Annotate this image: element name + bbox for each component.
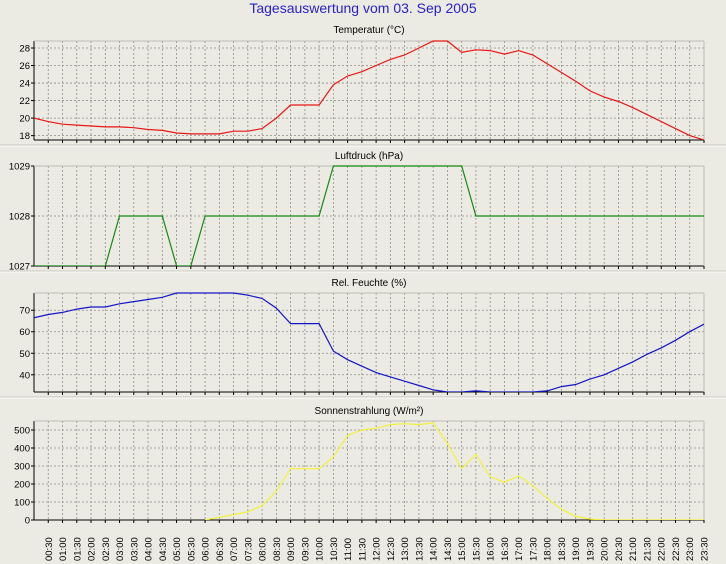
y-tick-label: 28 xyxy=(19,44,30,55)
panel-title: Rel. Feuchte (%) xyxy=(331,278,406,289)
x-tick-label: 07:00 xyxy=(229,537,240,561)
x-tick-label: 09:00 xyxy=(286,537,297,561)
x-tick-label: 05:30 xyxy=(186,537,197,561)
x-tick-label: 22:30 xyxy=(671,537,682,561)
y-tick-label: 100 xyxy=(14,498,30,509)
x-tick-label: 09:30 xyxy=(300,537,311,561)
x-tick-label: 16:00 xyxy=(486,537,497,561)
y-tick-label: 70 xyxy=(19,306,30,317)
x-tick-label: 02:30 xyxy=(101,537,112,561)
y-tick-label: 50 xyxy=(19,349,30,360)
x-tick-label: 18:00 xyxy=(543,537,554,561)
plot-area-1 xyxy=(34,41,704,140)
x-tick-label: 04:30 xyxy=(158,537,169,561)
x-tick-label: 06:30 xyxy=(215,537,226,561)
series-line xyxy=(34,292,704,392)
x-tick-label: 03:30 xyxy=(129,537,140,561)
y-tick-label: 400 xyxy=(14,444,30,455)
series-line xyxy=(34,40,704,140)
x-tick-label: 11:30 xyxy=(357,538,368,561)
x-tick-label: 08:30 xyxy=(272,537,283,561)
x-tick-label: 15:00 xyxy=(457,537,468,561)
y-tick-label: 24 xyxy=(19,79,30,90)
x-tick-label: 21:30 xyxy=(642,537,653,561)
x-tick-label: 02:00 xyxy=(87,537,98,561)
y-tick-label: 60 xyxy=(19,327,30,338)
y-tick-label: 18 xyxy=(19,131,30,142)
x-tick-label: 20:30 xyxy=(614,537,625,561)
x-tick-label: 22:00 xyxy=(657,537,668,561)
y-tick-label: 40 xyxy=(19,370,30,381)
x-tick-label: 21:00 xyxy=(628,537,639,561)
x-tick-label: 13:30 xyxy=(414,537,425,561)
x-tick-label: 06:00 xyxy=(201,537,212,561)
x-tick-label: 18:30 xyxy=(557,537,568,561)
x-tick-label: 04:00 xyxy=(144,537,155,561)
x-tick-label: 17:30 xyxy=(528,537,539,561)
x-tick-label: 19:30 xyxy=(585,537,596,561)
x-tick-label: 10:30 xyxy=(329,537,340,561)
y-tick-label: 500 xyxy=(14,426,30,437)
x-tick-label: 01:00 xyxy=(58,537,69,561)
y-tick-label: 22 xyxy=(19,96,30,107)
x-tick-label: 23:30 xyxy=(700,537,711,561)
y-tick-label: 20 xyxy=(19,114,30,125)
y-tick-label: 0 xyxy=(25,516,30,527)
panel-title: Temperatur (°C) xyxy=(333,25,404,36)
x-tick-label: 12:00 xyxy=(372,537,383,561)
x-tick-label: 00:30 xyxy=(44,537,55,561)
x-tick-label: 19:00 xyxy=(571,537,582,561)
x-tick-label: 13:00 xyxy=(400,537,411,561)
plot-area-3 xyxy=(34,293,704,392)
plot-area-4 xyxy=(34,421,704,520)
x-tick-label: 14:00 xyxy=(429,537,440,561)
panel-title: Luftdruck (hPa) xyxy=(335,151,403,162)
x-tick-label: 10:00 xyxy=(315,537,326,561)
x-tick-label: 16:30 xyxy=(500,537,511,561)
x-tick-label: 05:00 xyxy=(172,537,183,561)
series-line xyxy=(34,165,704,266)
x-tick-label: 07:30 xyxy=(243,537,254,561)
x-tick-label: 17:00 xyxy=(514,537,525,561)
report-title: Tagesauswertung vom 03. Sep 2005 xyxy=(249,0,477,16)
panel-title: Sonnenstrahlung (W/m²) xyxy=(315,406,424,417)
y-tick-label: 1028 xyxy=(9,212,30,223)
y-tick-label: 1029 xyxy=(9,162,30,173)
x-tick-label: 03:00 xyxy=(115,537,126,561)
y-tick-label: 300 xyxy=(14,462,30,473)
y-tick-label: 1027 xyxy=(9,262,30,273)
x-tick-label: 01:30 xyxy=(72,537,83,561)
y-tick-label: 200 xyxy=(14,480,30,491)
x-tick-label: 15:30 xyxy=(471,537,482,561)
x-tick-label: 20:00 xyxy=(600,537,611,561)
x-tick-label: 12:30 xyxy=(386,537,397,561)
series-line xyxy=(204,422,704,520)
x-tick-label: 23:00 xyxy=(685,537,696,561)
x-tick-label: 14:30 xyxy=(443,537,454,561)
x-tick-label: 11:00 xyxy=(343,538,354,561)
y-tick-label: 26 xyxy=(19,61,30,72)
x-tick-label: 08:00 xyxy=(258,537,269,561)
